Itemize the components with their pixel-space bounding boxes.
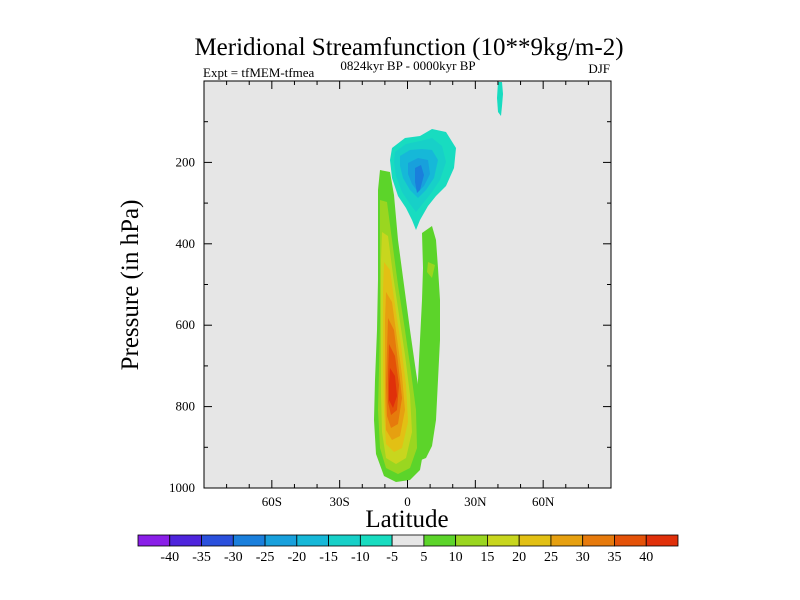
- y-tick-label-2: 600: [176, 317, 196, 332]
- upper-negative-cell-25: [415, 165, 424, 193]
- x-tick-label-2: 0: [404, 494, 411, 509]
- y-tick-label-4: 1000: [169, 480, 195, 495]
- positive-cell-40: [389, 368, 397, 408]
- colorbar-box-9: [423, 534, 457, 547]
- colorbar-box-11: [487, 534, 520, 547]
- colorbar-box-3: [232, 534, 266, 547]
- chart-title: Meridional Streamfunction (10**9kg/m-2): [194, 34, 623, 61]
- contour-fill: [374, 82, 503, 482]
- season-label: DJF: [588, 61, 610, 76]
- colorbar-box-15: [614, 534, 647, 547]
- x-tick-label-3: 30N: [464, 494, 487, 509]
- colorbar-box-8: [391, 534, 425, 547]
- colorbar-label-12: 25: [544, 550, 558, 565]
- colorbar-label-14: 35: [607, 550, 621, 565]
- colorbar-label-8: 5: [420, 550, 427, 565]
- colorbar-label-4: -20: [287, 550, 306, 565]
- colorbar-box-7: [359, 534, 393, 547]
- colorbar-box-4: [264, 534, 298, 547]
- colorbar-label-7: -5: [386, 550, 398, 565]
- period-label: 0824kyr BP - 0000kyr BP: [340, 58, 475, 73]
- x-tick-label-1: 30S: [330, 494, 350, 509]
- y-tick-label-0: 200: [176, 154, 196, 169]
- colorbar-label-11: 20: [512, 550, 526, 565]
- colorbar-box-12: [518, 534, 552, 547]
- experiment-label: Expt = tfMEM-tfmea: [203, 65, 315, 80]
- colorbar-box-6: [328, 534, 361, 547]
- colorbar-label-13: 30: [576, 550, 590, 565]
- axis-tick-labels: 60S 30S 0 30N 60N 200 400 600 800 1000: [169, 154, 555, 509]
- colorbar-label-3: -25: [256, 550, 275, 565]
- colorbar-label-10: 15: [480, 550, 494, 565]
- colorbar-box-10: [455, 534, 488, 547]
- colorbar-box-13: [550, 534, 584, 547]
- small-negative-patch: [497, 82, 503, 116]
- colorbar-box-5: [296, 534, 329, 547]
- axis-ticks: [204, 81, 611, 489]
- colorbar-box-1: [169, 534, 202, 547]
- y-tick-label-1: 400: [176, 236, 196, 251]
- x-tick-label-0: 60S: [262, 494, 282, 509]
- colorbar-label-5: -15: [319, 550, 338, 565]
- x-tick-label-4: 60N: [532, 494, 555, 509]
- colorbar-box-2: [201, 534, 234, 547]
- northern-positive-band-10: [427, 262, 435, 278]
- colorbar-label-15: 40: [639, 550, 653, 565]
- colorbar-label-6: -10: [351, 550, 370, 565]
- y-tick-label-3: 800: [176, 399, 196, 414]
- colorbar-label-0: -40: [160, 550, 179, 565]
- colorbar-box-0: [137, 534, 171, 547]
- colorbar-label-9: 10: [449, 550, 463, 565]
- colorbar-box-16: [645, 534, 679, 547]
- y-axis-label: Pressure (in hPa): [117, 200, 144, 371]
- x-axis-label: Latitude: [365, 506, 448, 533]
- colorbar: [137, 534, 679, 547]
- colorbar-box-14: [582, 534, 615, 547]
- colorbar-label-2: -30: [224, 550, 243, 565]
- colorbar-labels: -40 -35 -30 -25 -20 -15 -10 -5 5 10 15 20 25 30 35 40: [160, 550, 653, 565]
- colorbar-label-1: -35: [192, 550, 211, 565]
